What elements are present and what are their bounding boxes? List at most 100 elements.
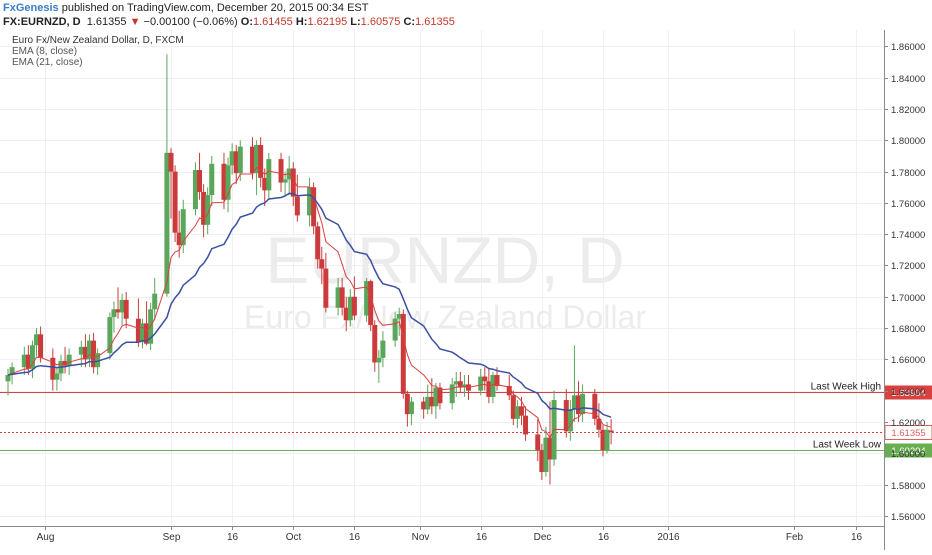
y-tick-label: 1.78000 [891, 168, 925, 179]
candle-body [192, 170, 198, 210]
author-link[interactable]: FxGenesis [3, 2, 59, 14]
x-tick-label: Nov [412, 532, 430, 543]
candle-body [376, 357, 382, 363]
candle-body [437, 387, 443, 404]
close-value: 1.61355 [415, 16, 455, 28]
candle-body [482, 376, 488, 382]
candle-body [396, 313, 402, 319]
candle-body [523, 415, 529, 435]
candle-body [180, 209, 186, 246]
candle-body [254, 145, 260, 174]
open-label: O: [240, 16, 253, 28]
candle-body [600, 429, 606, 451]
candle-body [596, 418, 602, 430]
y-tick-label: 1.82000 [891, 105, 925, 116]
open-value: 1.61455 [253, 16, 293, 28]
candle-body [209, 163, 215, 196]
candle-body [78, 346, 84, 355]
candle-body [119, 299, 125, 313]
candle-body [278, 159, 284, 183]
candle-body [457, 381, 463, 388]
candle-body [25, 354, 31, 369]
candle-body [494, 375, 500, 386]
candle-body [514, 406, 520, 419]
last-price: 1.61355 [86, 16, 127, 28]
candle-body [307, 187, 313, 216]
candle-body [91, 340, 97, 368]
candle-body [66, 354, 72, 366]
chart-area[interactable]: EURNZD, D Euro Fx/New Zealand Dollar Las… [0, 30, 932, 550]
candle-body [21, 354, 27, 368]
low-value: 1.60575 [360, 16, 401, 28]
plot-background [0, 30, 884, 526]
candle-body [433, 387, 439, 407]
candle-body [315, 226, 321, 260]
price-change: −0.00100 (−0.06%) [143, 16, 238, 28]
level-price-tag [885, 385, 932, 400]
candle-body [250, 146, 256, 174]
candle-body [5, 375, 11, 382]
candle-body [34, 334, 40, 346]
candle-body [176, 232, 182, 246]
time-axis[interactable]: Aug Sep 16 Oct 16 Nov 16 Dec 16 2016 Feb 16 [0, 526, 884, 543]
symbol-ohlc-line: FX:EURNZD, D 1.61355 ▼ −0.00100 (−0.06%)… [3, 16, 455, 28]
candle-body [535, 434, 541, 451]
x-tick-label: Dec [534, 532, 552, 543]
level-label: Last Week Low [813, 440, 882, 451]
candle-body [29, 345, 35, 369]
y-tick-label: 1.68000 [891, 324, 925, 335]
y-tick-label: 1.70000 [891, 293, 925, 304]
candle-body [567, 409, 573, 432]
y-tick-label: 1.60000 [891, 449, 925, 460]
candle-body [547, 437, 553, 460]
down-arrow-icon: ▼ [129, 16, 141, 28]
candle-body [343, 307, 349, 321]
candle-body [229, 151, 235, 166]
candle-body [164, 152, 170, 294]
candle-body [592, 393, 598, 419]
candle-body [323, 268, 329, 308]
price-chart[interactable]: EURNZD, D Euro Fx/New Zealand Dollar Las… [0, 30, 932, 550]
candle-body [608, 430, 614, 433]
candle-body [172, 171, 178, 233]
candle-body [123, 299, 129, 319]
candle-body [319, 259, 325, 269]
y-tick-label: 1.66000 [891, 355, 925, 366]
candle-body [258, 145, 264, 178]
candle-body [54, 373, 60, 380]
candle-body [62, 360, 68, 366]
candle-body [404, 393, 410, 415]
low-label: L: [350, 16, 361, 28]
level-price-text: 1.63904 [891, 388, 925, 399]
candle-body [115, 309, 121, 313]
candle-body [95, 353, 101, 368]
y-tick-label: 1.74000 [891, 230, 925, 241]
candle-body [510, 395, 516, 419]
x-tick-label: 16 [349, 532, 361, 543]
candle-body [580, 393, 586, 415]
candle-body [400, 313, 406, 394]
indicator-legend: Euro Fx/New Zealand Dollar, D, FXCM EMA … [12, 35, 184, 68]
candle-body [563, 400, 569, 432]
current-price-text: 1.61355 [891, 428, 925, 439]
ema-lines [7, 166, 612, 439]
publish-line: FxGenesis published on TradingView.com, … [3, 2, 368, 14]
close-label: C: [403, 16, 416, 28]
y-tick-label: 1.56000 [891, 512, 925, 523]
candle-body [351, 296, 357, 316]
legend-ema21: EMA (21, close) [12, 57, 83, 68]
candle-body [50, 357, 56, 380]
candle-body [225, 165, 231, 200]
x-tick-label: Sep [163, 532, 181, 543]
x-tick-label: 16 [227, 532, 239, 543]
ema8-line [7, 166, 612, 439]
candle-body [425, 396, 431, 410]
price-axis[interactable]: 1.86000 1.84000 1.82000 1.80000 1.78000 1.760… [884, 30, 925, 550]
candle-body [421, 401, 427, 410]
y-tick-label: 1.58000 [891, 481, 925, 492]
candle-body [453, 381, 459, 385]
legend-ema8: EMA (8, close) [12, 46, 77, 57]
grid [0, 30, 884, 526]
watermark-name: Euro Fx/New Zealand Dollar [244, 299, 646, 335]
candle-body [205, 195, 211, 225]
